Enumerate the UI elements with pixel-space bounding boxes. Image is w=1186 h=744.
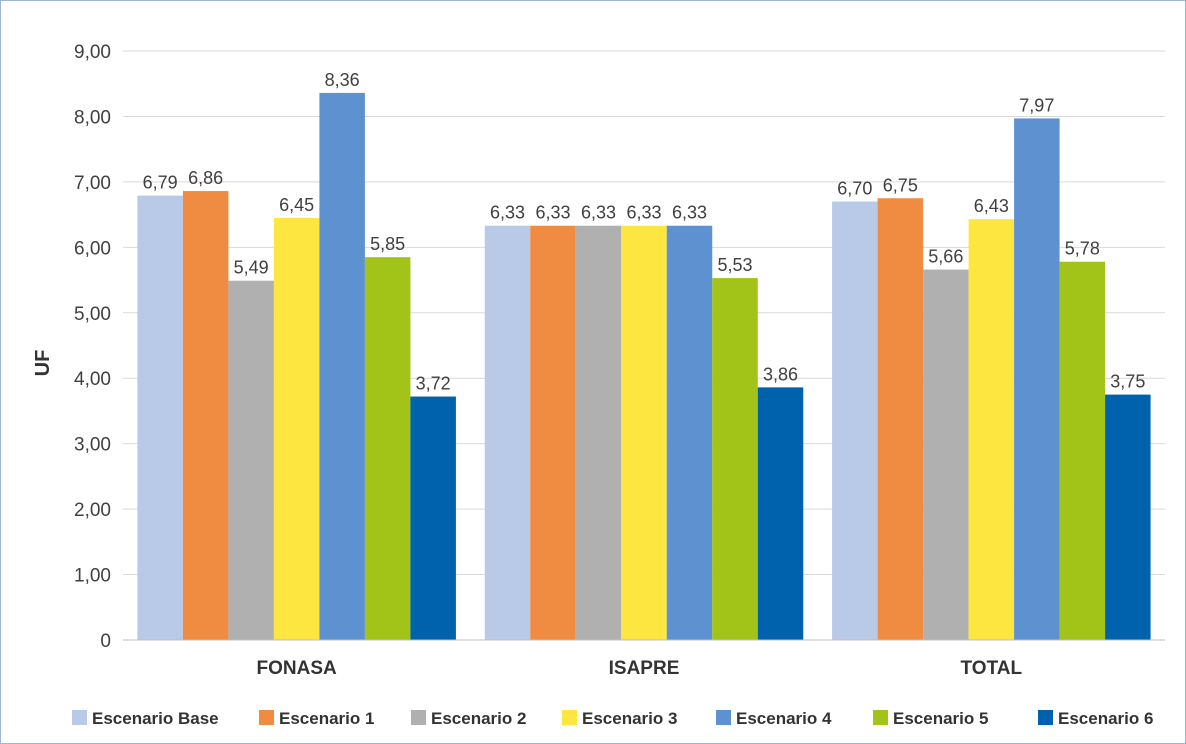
- x-category-label: ISAPRE: [609, 658, 680, 679]
- y-tick-label: 9,00: [74, 42, 111, 63]
- data-label: 5,78: [1065, 239, 1100, 259]
- data-label: 3,72: [416, 374, 451, 394]
- data-label: 6,33: [672, 203, 707, 223]
- data-label: 5,53: [717, 255, 752, 275]
- data-label: 5,66: [928, 247, 963, 267]
- y-tick-label: 6,00: [74, 238, 111, 259]
- legend-swatch: [1038, 710, 1053, 725]
- bar: [1105, 394, 1151, 640]
- x-category-label: TOTAL: [961, 658, 1023, 679]
- data-label: 6,86: [188, 168, 223, 188]
- data-label: 3,75: [1110, 372, 1145, 392]
- bar: [1014, 118, 1060, 640]
- bar: [530, 225, 576, 640]
- legend-label: Escenario 5: [893, 709, 988, 728]
- bar: [319, 92, 365, 640]
- data-label: 3,86: [763, 364, 798, 384]
- y-axis-ticks: 0 1,00 2,00 3,00 4,00 5,00 6,00 7,00 8,00 9,00: [74, 42, 111, 652]
- bars: [137, 92, 1151, 641]
- legend-label: Escenario Base: [92, 709, 219, 728]
- y-tick-label: 8,00: [74, 107, 111, 128]
- legend-label: Escenario 4: [736, 709, 832, 728]
- x-category-label: FONASA: [257, 658, 338, 679]
- legend-swatch: [411, 710, 426, 725]
- y-tick-label: 1,00: [74, 566, 111, 587]
- legend-swatch: [259, 710, 274, 725]
- y-tick-label: 3,00: [74, 435, 111, 456]
- y-tick-label: 4,00: [74, 369, 111, 390]
- bar: [712, 278, 758, 640]
- bar: [621, 225, 667, 640]
- data-label: 6,43: [974, 196, 1009, 216]
- bar: [877, 198, 924, 640]
- bar: [832, 201, 878, 640]
- data-labels: 6,79 6,86 5,49 6,45 8,36 5,85 3,72 6,33 6,33 6,33…: [143, 70, 1146, 394]
- bar: [484, 225, 531, 640]
- bar: [228, 280, 274, 640]
- bar: [364, 257, 411, 640]
- data-label: 5,85: [370, 234, 405, 254]
- data-label: 6,70: [837, 179, 872, 199]
- y-tick-label: 7,00: [74, 173, 111, 194]
- legend-label: Escenario 1: [279, 709, 374, 728]
- legend-swatch: [716, 710, 731, 725]
- legend-swatch: [562, 710, 577, 725]
- legend-label: Escenario 6: [1058, 709, 1153, 728]
- data-label: 8,36: [325, 70, 360, 90]
- legend-swatch: [72, 710, 87, 725]
- legend-label: Escenario 3: [582, 709, 677, 728]
- bar: [273, 217, 320, 640]
- data-label: 6,33: [626, 203, 661, 223]
- data-label: 6,33: [490, 203, 525, 223]
- legend-label: Escenario 2: [431, 709, 526, 728]
- bar: [410, 396, 456, 640]
- bar: [923, 269, 969, 640]
- bar: [182, 191, 229, 640]
- y-tick-label: 0: [100, 631, 111, 652]
- y-tick-label: 2,00: [74, 500, 111, 521]
- bar: [575, 225, 622, 640]
- data-label: 6,33: [535, 203, 570, 223]
- y-tick-label: 5,00: [74, 304, 111, 325]
- data-label: 6,75: [883, 175, 918, 195]
- legend: Escenario Base Escenario 1 Escenario 2 Esce…: [72, 709, 1153, 728]
- bar: [1059, 261, 1106, 640]
- bar: [757, 387, 804, 640]
- data-label: 6,79: [143, 173, 178, 193]
- x-axis-categories: FONASA ISAPRE TOTAL: [257, 658, 1023, 679]
- bar: [137, 195, 183, 641]
- bar: [968, 219, 1015, 641]
- legend-swatch: [873, 710, 888, 725]
- data-label: 6,33: [581, 203, 616, 223]
- bar: [666, 225, 713, 640]
- data-label: 6,45: [279, 195, 314, 215]
- data-label: 7,97: [1019, 95, 1054, 115]
- data-label: 5,49: [234, 258, 269, 278]
- y-axis-title: UF: [32, 350, 54, 377]
